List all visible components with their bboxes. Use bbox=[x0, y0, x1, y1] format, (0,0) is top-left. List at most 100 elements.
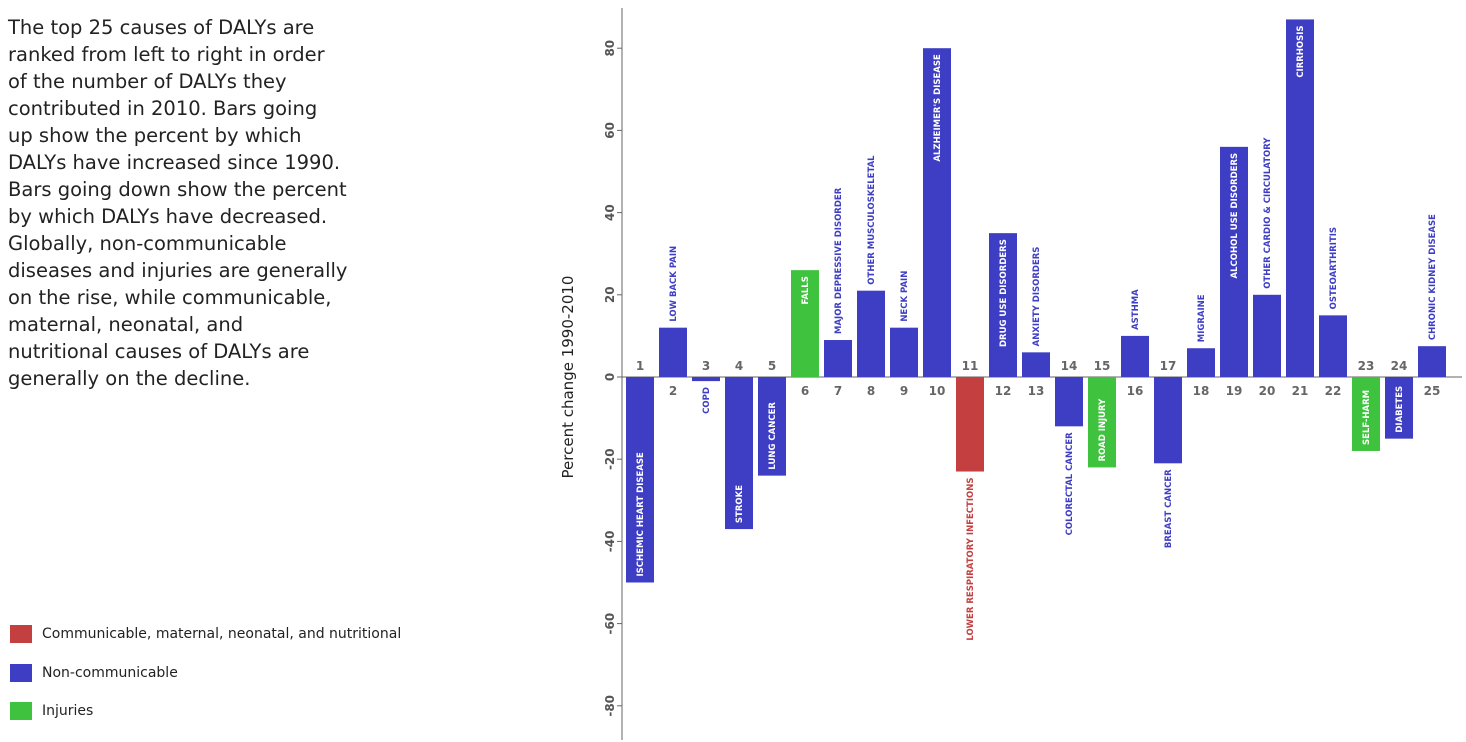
bar-15 bbox=[1088, 377, 1116, 468]
bar-label-14: COLORECTAL CANCER bbox=[1065, 432, 1075, 535]
category-label-21: 21 bbox=[1292, 384, 1309, 398]
bar-label-24: DIABETES bbox=[1395, 386, 1405, 433]
category-label-17: 17 bbox=[1160, 359, 1177, 373]
bar-20 bbox=[1253, 294, 1281, 377]
bar-label-9: NECK PAIN bbox=[900, 271, 910, 322]
bar-1 bbox=[626, 377, 654, 583]
bar-18 bbox=[1187, 348, 1215, 377]
bar-4 bbox=[725, 377, 753, 530]
bar-11 bbox=[956, 377, 984, 472]
bar-9 bbox=[890, 327, 918, 377]
y-tick-label: 40 bbox=[603, 204, 617, 221]
category-label-18: 18 bbox=[1193, 384, 1210, 398]
bar-label-21: CIRRHOSIS bbox=[1296, 25, 1306, 77]
y-tick-label: 60 bbox=[603, 122, 617, 139]
category-label-14: 14 bbox=[1061, 359, 1078, 373]
legend-item-communicable: Communicable, maternal, neonatal, and nu… bbox=[10, 624, 401, 644]
category-label-15: 15 bbox=[1094, 359, 1111, 373]
bar-label-25: CHRONIC KIDNEY DISEASE bbox=[1428, 214, 1438, 340]
y-axis-label: Percent change 1990-2010 bbox=[559, 276, 577, 479]
legend-label-noncommunicable: Non-communicable bbox=[42, 664, 178, 681]
y-tick-label: -60 bbox=[603, 613, 617, 635]
category-label-25: 25 bbox=[1424, 384, 1441, 398]
y-tick-label: 0 bbox=[603, 373, 617, 381]
bar-12 bbox=[989, 233, 1017, 377]
bar-label-7: MAJOR DEPRESSIVE DISORDER bbox=[834, 187, 844, 334]
bar-label-1: ISCHEMIC HEART DISEASE bbox=[636, 452, 646, 577]
category-label-11: 11 bbox=[962, 359, 979, 373]
category-label-13: 13 bbox=[1028, 384, 1045, 398]
legend: Communicable, maternal, neonatal, and nu… bbox=[10, 624, 401, 740]
category-label-8: 8 bbox=[867, 384, 875, 398]
bar-22 bbox=[1319, 315, 1347, 377]
legend-item-injuries: Injuries bbox=[10, 701, 401, 721]
bar-label-15: ROAD INJURY bbox=[1098, 398, 1108, 462]
bar-17 bbox=[1154, 377, 1182, 464]
bar-label-16: ASTHMA bbox=[1131, 289, 1141, 330]
category-label-3: 3 bbox=[702, 359, 710, 373]
legend-swatch-injuries bbox=[10, 702, 32, 720]
bar-label-22: OSTEOARTHRITIS bbox=[1329, 227, 1339, 309]
bar-2 bbox=[659, 327, 687, 377]
bar-label-23: SELF-HARM bbox=[1362, 390, 1372, 445]
bar-10 bbox=[923, 48, 951, 377]
legend-label-communicable: Communicable, maternal, neonatal, and nu… bbox=[42, 626, 402, 642]
legend-label-injuries: Injuries bbox=[42, 703, 94, 719]
bar-6 bbox=[791, 270, 819, 377]
bar-label-3: COPD bbox=[702, 387, 712, 414]
bar-label-6: FALLS bbox=[801, 276, 811, 304]
category-label-1: 1 bbox=[636, 359, 644, 373]
category-label-10: 10 bbox=[929, 384, 946, 398]
bar-label-2: LOW BACK PAIN bbox=[669, 246, 679, 322]
y-tick-label: 20 bbox=[603, 286, 617, 303]
bar-21 bbox=[1286, 19, 1314, 378]
bar-8 bbox=[857, 290, 885, 377]
bar-label-13: ANXIETY DISORDERS bbox=[1032, 247, 1042, 347]
y-tick-label: 80 bbox=[603, 40, 617, 57]
y-tick-label: -20 bbox=[603, 448, 617, 470]
bar-13 bbox=[1022, 352, 1050, 377]
bar-label-4: STROKE bbox=[735, 485, 745, 523]
bar-14 bbox=[1055, 377, 1083, 427]
category-label-23: 23 bbox=[1358, 359, 1375, 373]
category-label-7: 7 bbox=[834, 384, 842, 398]
category-label-9: 9 bbox=[900, 384, 908, 398]
category-label-20: 20 bbox=[1259, 384, 1276, 398]
bar-label-8: OTHER MUSCULOSKELETAL bbox=[867, 155, 877, 285]
bar-labels: ISCHEMIC HEART DISEASE LOW BACK PAIN COPD S… bbox=[636, 25, 1438, 640]
category-label-6: 6 bbox=[801, 384, 809, 398]
bar-3 bbox=[692, 377, 720, 382]
category-label-24: 24 bbox=[1391, 359, 1408, 373]
bar-25 bbox=[1418, 346, 1446, 377]
bar-label-18: MIGRAINE bbox=[1197, 294, 1207, 342]
category-label-5: 5 bbox=[768, 359, 776, 373]
category-label-12: 12 bbox=[995, 384, 1012, 398]
category-label-16: 16 bbox=[1127, 384, 1144, 398]
bar-label-20: OTHER CARDIO & CIRCULATORY bbox=[1263, 137, 1273, 289]
bar-label-5: LUNG CANCER bbox=[768, 402, 778, 470]
legend-item-noncommunicable: Non-communicable bbox=[10, 663, 401, 683]
bar-7 bbox=[824, 340, 852, 377]
bar-label-10: ALZHEIMER'S DISEASE bbox=[933, 54, 943, 162]
category-label-22: 22 bbox=[1325, 384, 1342, 398]
bar-label-19: ALCOHOL USE DISORDERS bbox=[1230, 153, 1240, 279]
bar-label-17: BREAST CANCER bbox=[1164, 469, 1174, 548]
bars bbox=[626, 19, 1446, 583]
legend-swatch-noncommunicable bbox=[10, 663, 32, 682]
bar-19 bbox=[1220, 146, 1248, 377]
bar-23 bbox=[1352, 377, 1380, 451]
category-label-4: 4 bbox=[735, 359, 743, 373]
legend-swatch-communicable bbox=[10, 625, 32, 643]
y-tick-label: -40 bbox=[603, 531, 617, 553]
bar-5 bbox=[758, 377, 786, 476]
bar-label-12: DRUG USE DISORDERS bbox=[999, 239, 1009, 347]
chart-description: The top 25 causes of DALYs are ranked fr… bbox=[8, 16, 348, 390]
category-label-2: 2 bbox=[669, 384, 677, 398]
bar-24 bbox=[1385, 377, 1413, 439]
category-label-19: 19 bbox=[1226, 384, 1243, 398]
y-tick-label: -80 bbox=[603, 695, 617, 717]
bar-16 bbox=[1121, 335, 1149, 377]
bar-label-11: LOWER RESPIRATORY INFECTIONS bbox=[966, 478, 976, 641]
